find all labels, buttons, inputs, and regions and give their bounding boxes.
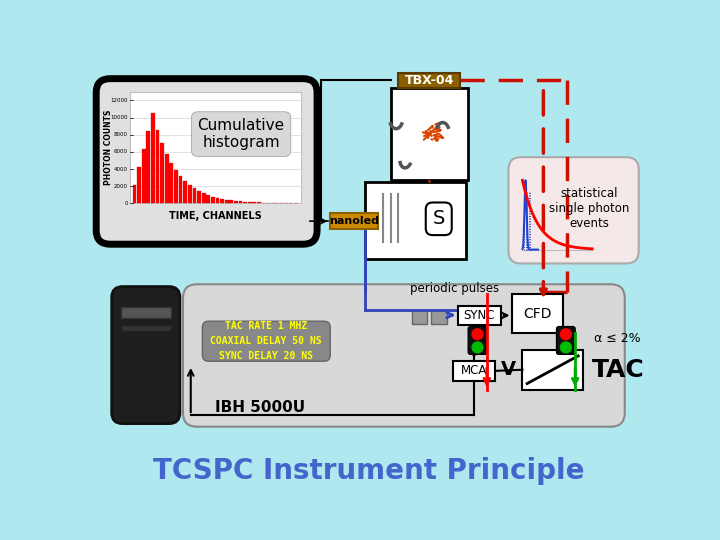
Bar <box>220 199 224 204</box>
Text: 10000: 10000 <box>110 115 128 120</box>
Text: 0: 0 <box>125 201 128 206</box>
FancyBboxPatch shape <box>96 79 317 244</box>
Circle shape <box>472 342 483 353</box>
Bar <box>248 202 251 204</box>
Text: 4000: 4000 <box>114 166 128 172</box>
Text: 2000: 2000 <box>114 184 128 188</box>
Text: TCSPC Instrument Principle: TCSPC Instrument Principle <box>153 457 585 484</box>
Bar <box>215 198 220 204</box>
Bar <box>184 181 187 204</box>
FancyBboxPatch shape <box>183 284 625 427</box>
Bar <box>169 163 174 204</box>
Text: CFD: CFD <box>523 307 552 321</box>
Bar <box>243 202 247 204</box>
Bar <box>365 182 466 259</box>
Bar <box>261 202 266 204</box>
Bar <box>146 131 150 204</box>
Bar <box>225 200 228 204</box>
Text: 8000: 8000 <box>114 132 128 137</box>
Circle shape <box>560 329 571 340</box>
Bar <box>458 306 500 325</box>
Text: nanoled: nanoled <box>329 216 379 226</box>
Text: TBX-04: TBX-04 <box>405 73 454 87</box>
Bar <box>238 201 243 204</box>
Bar <box>130 92 301 204</box>
Bar <box>207 195 210 204</box>
Bar <box>211 197 215 204</box>
Text: S: S <box>433 210 445 228</box>
FancyBboxPatch shape <box>557 327 575 354</box>
Bar <box>121 325 171 331</box>
Bar <box>156 130 159 204</box>
Bar <box>330 213 378 229</box>
FancyBboxPatch shape <box>112 287 180 423</box>
FancyBboxPatch shape <box>468 327 487 354</box>
Bar <box>179 176 182 204</box>
Bar <box>513 294 563 333</box>
Text: TAC: TAC <box>591 357 644 382</box>
Text: TIME, CHANNELS: TIME, CHANNELS <box>169 211 262 221</box>
Text: TAC RATE 1 MHZ
COAXIAL DELAY 50 NS
SYNC DELAY 20 NS: TAC RATE 1 MHZ COAXIAL DELAY 50 NS SYNC … <box>210 321 322 361</box>
Text: Cumulative
histogram: Cumulative histogram <box>197 118 284 150</box>
Text: V: V <box>501 360 516 379</box>
Text: SYNC: SYNC <box>464 309 495 322</box>
Bar <box>453 361 495 381</box>
Bar <box>121 307 171 318</box>
Bar <box>142 149 145 204</box>
Text: 6000: 6000 <box>114 150 128 154</box>
Bar <box>398 72 461 88</box>
Bar <box>132 185 136 204</box>
FancyBboxPatch shape <box>508 157 639 264</box>
Bar <box>391 88 468 180</box>
Bar <box>197 191 201 204</box>
FancyBboxPatch shape <box>202 321 330 361</box>
Bar <box>174 170 178 204</box>
Bar <box>192 188 197 204</box>
Circle shape <box>472 329 483 340</box>
Bar <box>138 167 141 204</box>
Text: IBH 5000U: IBH 5000U <box>215 400 305 415</box>
Bar <box>257 202 261 204</box>
Text: 12000: 12000 <box>110 98 128 103</box>
Text: PHOTON COUNTS: PHOTON COUNTS <box>104 110 113 185</box>
Text: statistical
single photon
events: statistical single photon events <box>549 187 629 230</box>
Bar <box>234 201 238 204</box>
Bar <box>253 202 256 204</box>
Bar <box>230 200 233 204</box>
Bar <box>431 309 446 323</box>
Bar <box>202 193 205 204</box>
Circle shape <box>560 342 571 353</box>
Bar <box>188 185 192 204</box>
Text: MCA: MCA <box>461 364 487 377</box>
Bar <box>412 309 427 323</box>
Bar <box>165 154 168 204</box>
Bar <box>266 203 270 204</box>
Bar <box>161 143 164 204</box>
Text: periodic pulses: periodic pulses <box>410 281 499 295</box>
Bar <box>523 350 583 390</box>
Bar <box>151 113 155 204</box>
Text: α ≤ 2%: α ≤ 2% <box>594 332 640 345</box>
